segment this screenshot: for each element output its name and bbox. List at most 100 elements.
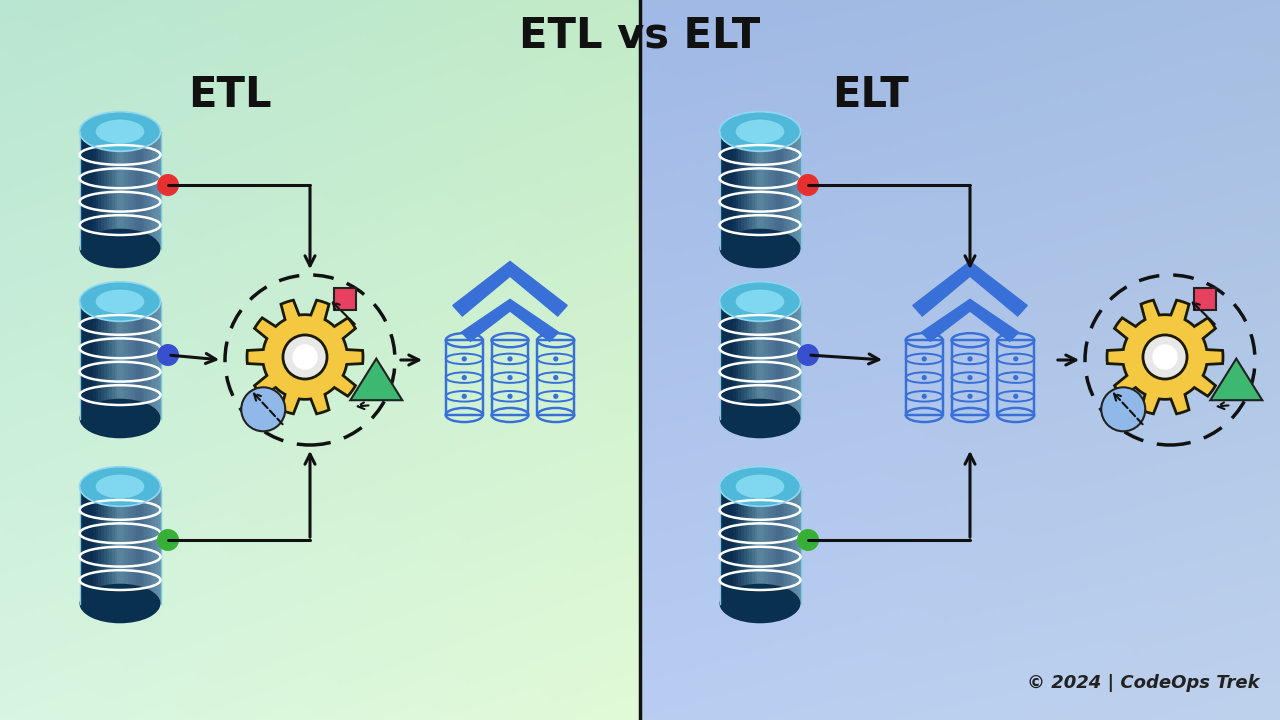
Bar xyxy=(773,487,777,603)
Bar xyxy=(724,302,728,418)
Ellipse shape xyxy=(79,584,160,624)
Circle shape xyxy=(1014,375,1019,380)
Bar xyxy=(111,132,115,248)
Bar xyxy=(773,302,777,418)
Bar xyxy=(733,302,736,418)
Bar xyxy=(145,302,147,418)
Bar xyxy=(82,132,86,248)
Bar xyxy=(145,132,147,248)
Bar xyxy=(140,132,142,248)
Bar xyxy=(782,302,785,418)
Polygon shape xyxy=(247,300,364,414)
Circle shape xyxy=(797,174,819,196)
Polygon shape xyxy=(351,359,402,400)
Bar xyxy=(79,487,83,603)
Polygon shape xyxy=(461,300,558,341)
Bar xyxy=(125,302,128,418)
Bar xyxy=(744,487,748,603)
Circle shape xyxy=(553,356,558,361)
Bar xyxy=(768,132,772,248)
Bar xyxy=(785,132,787,248)
Bar xyxy=(123,487,125,603)
Ellipse shape xyxy=(736,120,785,143)
Bar xyxy=(142,487,145,603)
Bar xyxy=(724,132,728,248)
Circle shape xyxy=(241,387,285,431)
Bar xyxy=(104,132,108,248)
Bar xyxy=(727,302,731,418)
Ellipse shape xyxy=(79,229,160,269)
Bar xyxy=(84,132,88,248)
Bar xyxy=(492,341,529,415)
Bar xyxy=(741,132,744,248)
Circle shape xyxy=(922,356,927,361)
Bar xyxy=(765,487,768,603)
Bar xyxy=(152,487,156,603)
Circle shape xyxy=(1101,387,1146,431)
Bar xyxy=(1194,288,1216,310)
Polygon shape xyxy=(1107,300,1222,414)
Bar xyxy=(118,487,120,603)
Bar xyxy=(99,487,101,603)
Bar xyxy=(906,341,942,415)
Ellipse shape xyxy=(79,399,160,438)
Bar xyxy=(749,132,753,248)
Bar xyxy=(765,302,768,418)
Bar xyxy=(760,132,763,248)
Circle shape xyxy=(507,394,512,399)
Ellipse shape xyxy=(719,282,800,321)
Ellipse shape xyxy=(79,467,160,506)
Bar xyxy=(123,132,125,248)
Bar xyxy=(152,132,156,248)
Bar xyxy=(746,487,750,603)
Bar xyxy=(780,302,782,418)
Bar xyxy=(782,132,785,248)
Ellipse shape xyxy=(79,282,160,321)
Bar xyxy=(739,302,741,418)
Ellipse shape xyxy=(736,474,785,498)
Bar xyxy=(101,487,104,603)
Ellipse shape xyxy=(96,474,145,498)
Bar xyxy=(736,132,739,248)
Bar xyxy=(106,487,110,603)
Bar xyxy=(142,132,145,248)
Bar xyxy=(133,302,137,418)
Bar xyxy=(82,302,86,418)
Bar xyxy=(152,302,156,418)
Bar xyxy=(795,302,799,418)
Bar xyxy=(719,487,723,603)
Bar xyxy=(91,132,93,248)
Bar xyxy=(760,302,763,418)
Bar xyxy=(739,132,741,248)
Bar xyxy=(795,132,799,248)
Bar xyxy=(120,487,123,603)
Bar xyxy=(87,487,91,603)
Bar xyxy=(787,132,790,248)
Bar xyxy=(99,132,101,248)
Bar xyxy=(731,487,733,603)
Bar xyxy=(147,302,150,418)
Bar xyxy=(758,487,760,603)
Bar xyxy=(727,132,731,248)
Bar xyxy=(722,302,726,418)
Text: ETL vs ELT: ETL vs ELT xyxy=(520,14,760,56)
Circle shape xyxy=(968,394,973,399)
Bar xyxy=(93,132,96,248)
Text: ELT: ELT xyxy=(832,74,909,116)
Bar xyxy=(785,487,787,603)
Bar xyxy=(125,487,128,603)
Bar xyxy=(84,302,88,418)
Circle shape xyxy=(553,375,558,380)
Bar xyxy=(104,302,108,418)
Bar xyxy=(111,302,115,418)
Bar xyxy=(538,341,575,415)
Bar xyxy=(99,302,101,418)
Bar xyxy=(125,132,128,248)
Bar xyxy=(780,487,782,603)
Bar xyxy=(736,487,739,603)
Circle shape xyxy=(292,344,317,370)
Bar xyxy=(91,487,93,603)
Bar xyxy=(797,132,801,248)
Bar xyxy=(128,302,132,418)
Bar xyxy=(123,302,125,418)
